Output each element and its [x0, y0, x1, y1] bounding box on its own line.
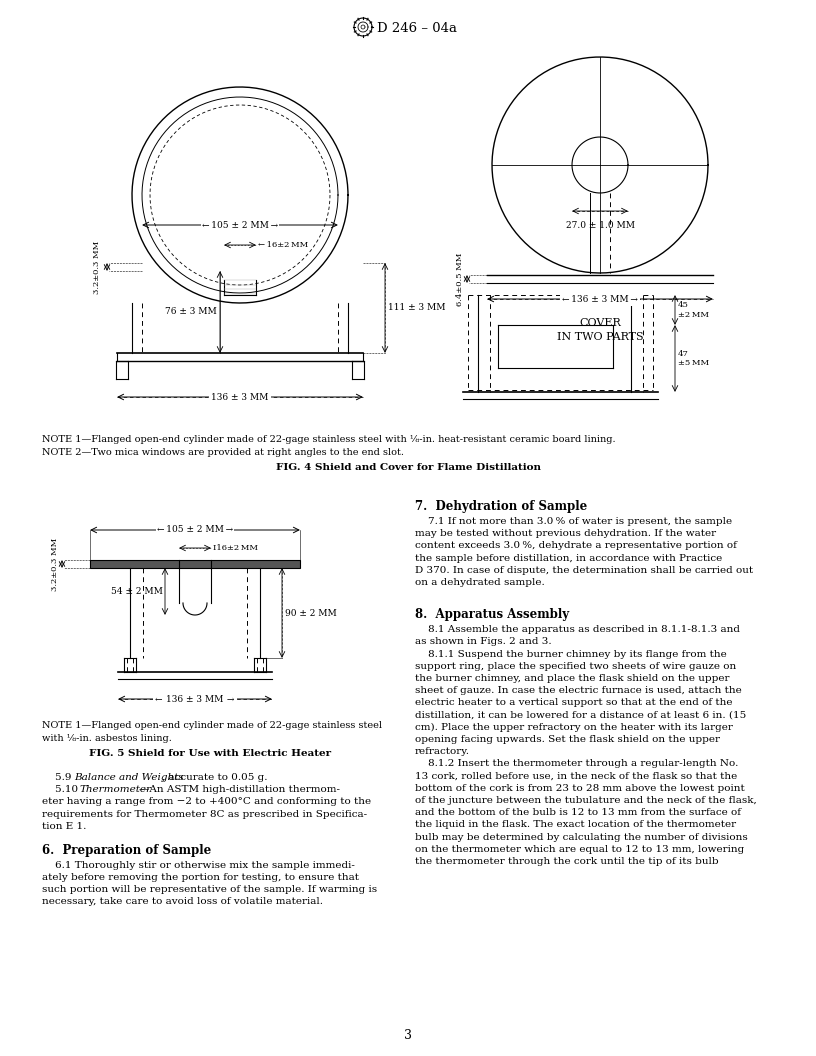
Text: 45
±2 MM: 45 ±2 MM — [678, 301, 709, 319]
Text: bottom of the cork is from 23 to 28 mm above the lowest point: bottom of the cork is from 23 to 28 mm a… — [415, 784, 745, 793]
Text: —An ASTM high-distillation thermom-: —An ASTM high-distillation thermom- — [139, 786, 340, 794]
Text: and the bottom of the bulb is 12 to 13 mm from the surface of: and the bottom of the bulb is 12 to 13 m… — [415, 808, 741, 817]
Text: 7.  Dehydration of Sample: 7. Dehydration of Sample — [415, 499, 588, 513]
Text: 5.10: 5.10 — [42, 786, 82, 794]
Text: refractory.: refractory. — [415, 748, 470, 756]
Text: 6.  Preparation of Sample: 6. Preparation of Sample — [42, 844, 211, 856]
Text: 3.2±0.3 MM: 3.2±0.3 MM — [51, 538, 59, 590]
Text: , accurate to 0.05 g.: , accurate to 0.05 g. — [162, 773, 268, 782]
Text: distillation, it can be lowered for a distance of at least 6 in. (15: distillation, it can be lowered for a di… — [415, 711, 747, 719]
Text: cm). Place the upper refractory on the heater with its larger: cm). Place the upper refractory on the h… — [415, 722, 733, 732]
Text: NOTE 1—Flanged open-end cylinder made of 22-gage stainless steel with ⅛-in. heat: NOTE 1—Flanged open-end cylinder made of… — [42, 435, 615, 444]
Text: 6.4±0.5 MM: 6.4±0.5 MM — [456, 252, 464, 305]
Text: support ring, place the specified two sheets of wire gauze on: support ring, place the specified two sh… — [415, 662, 736, 671]
Text: the burner chimney, and place the flask shield on the upper: the burner chimney, and place the flask … — [415, 674, 730, 683]
Text: necessary, take care to avoid loss of volatile material.: necessary, take care to avoid loss of vo… — [42, 898, 323, 906]
Text: 7.1 If not more than 3.0 % of water is present, the sample: 7.1 If not more than 3.0 % of water is p… — [415, 517, 732, 526]
Text: the thermometer through the cork until the tip of its bulb: the thermometer through the cork until t… — [415, 857, 719, 866]
Text: requirements for Thermometer 8C as prescribed in Specifica-: requirements for Thermometer 8C as presc… — [42, 810, 367, 818]
Text: 8.1.2 Insert the thermometer through a regular-length No.: 8.1.2 Insert the thermometer through a r… — [415, 759, 738, 769]
Text: tion E 1.: tion E 1. — [42, 822, 86, 831]
Text: may be tested without previous dehydration. If the water: may be tested without previous dehydrati… — [415, 529, 716, 539]
Text: ← 16±2 MM: ← 16±2 MM — [258, 241, 308, 249]
Text: 13 cork, rolled before use, in the neck of the flask so that the: 13 cork, rolled before use, in the neck … — [415, 772, 737, 780]
Text: on the thermometer which are equal to 12 to 13 mm, lowering: on the thermometer which are equal to 12… — [415, 845, 744, 854]
Text: 5.9: 5.9 — [42, 773, 75, 782]
Text: NOTE 2—Two mica windows are provided at right angles to the end slot.: NOTE 2—Two mica windows are provided at … — [42, 448, 404, 457]
Bar — [90, 560, 300, 568]
Text: on a dehydrated sample.: on a dehydrated sample. — [415, 578, 545, 587]
Text: content exceeds 3.0 %, dehydrate a representative portion of: content exceeds 3.0 %, dehydrate a repre… — [415, 542, 737, 550]
Text: Balance and Weights: Balance and Weights — [74, 773, 184, 782]
Text: 54 ± 2 MM: 54 ± 2 MM — [111, 587, 163, 596]
Text: 6.1 Thoroughly stir or otherwise mix the sample immedi-: 6.1 Thoroughly stir or otherwise mix the… — [42, 861, 355, 870]
Text: such portion will be representative of the sample. If warming is: such portion will be representative of t… — [42, 885, 377, 894]
Text: 3: 3 — [404, 1029, 412, 1042]
Text: FIG. 4 Shield and Cover for Flame Distillation: FIG. 4 Shield and Cover for Flame Distil… — [276, 463, 540, 472]
Text: D 370. In case of dispute, the determination shall be carried out: D 370. In case of dispute, the determina… — [415, 566, 753, 574]
Text: ←  136 ± 3 MM  →: ← 136 ± 3 MM → — [155, 695, 235, 703]
Text: D 246 – 04a: D 246 – 04a — [377, 21, 457, 35]
Text: 8.1.1 Suspend the burner chimney by its flange from the: 8.1.1 Suspend the burner chimney by its … — [415, 649, 727, 659]
Text: with ⅛-in. asbestos lining.: with ⅛-in. asbestos lining. — [42, 734, 172, 743]
Text: ← 105 ± 2 MM →: ← 105 ± 2 MM → — [202, 221, 278, 229]
Text: 76 ± 3 MM: 76 ± 3 MM — [166, 307, 217, 317]
Text: opening facing upwards. Set the flask shield on the upper: opening facing upwards. Set the flask sh… — [415, 735, 720, 744]
Text: the liquid in the flask. The exact location of the thermometer: the liquid in the flask. The exact locat… — [415, 821, 736, 829]
Text: 136 ± 3 MM: 136 ± 3 MM — [211, 393, 268, 401]
Text: the sample before distillation, in accordance with Practice: the sample before distillation, in accor… — [415, 553, 722, 563]
Text: FIG. 5 Shield for Use with Electric Heater: FIG. 5 Shield for Use with Electric Heat… — [89, 749, 331, 758]
Text: 8.  Apparatus Assembly: 8. Apparatus Assembly — [415, 608, 569, 621]
Text: ately before removing the portion for testing, to ensure that: ately before removing the portion for te… — [42, 873, 359, 882]
Text: 3.2±0.3 MM: 3.2±0.3 MM — [93, 241, 101, 294]
Text: ← 105 ± 2 MM →: ← 105 ± 2 MM → — [157, 526, 233, 534]
Text: as shown in Figs. 2 and 3.: as shown in Figs. 2 and 3. — [415, 638, 552, 646]
Text: 111 ± 3 MM: 111 ± 3 MM — [388, 303, 446, 313]
Text: Thermometer: Thermometer — [80, 786, 152, 794]
Text: 47
±5 MM: 47 ±5 MM — [678, 350, 709, 367]
Text: bulb may be determined by calculating the number of divisions: bulb may be determined by calculating th… — [415, 832, 747, 842]
Text: eter having a range from −2 to +400°C and conforming to the: eter having a range from −2 to +400°C an… — [42, 797, 371, 807]
Text: 8.1 Assemble the apparatus as described in 8.1.1-8.1.3 and: 8.1 Assemble the apparatus as described … — [415, 625, 740, 635]
Text: electric heater to a vertical support so that at the end of the: electric heater to a vertical support so… — [415, 698, 733, 708]
Text: 27.0 ± 1.0 MM: 27.0 ± 1.0 MM — [565, 221, 635, 230]
Text: NOTE 1—Flanged open-end cylinder made of 22-gage stainless steel: NOTE 1—Flanged open-end cylinder made of… — [42, 721, 382, 730]
Text: COVER
IN TWO PARTS: COVER IN TWO PARTS — [557, 318, 643, 342]
Text: 90 ± 2 MM: 90 ± 2 MM — [285, 608, 337, 618]
Text: of the juncture between the tubulature and the neck of the flask,: of the juncture between the tubulature a… — [415, 796, 756, 805]
Text: Ⅰ16±2 MM: Ⅰ16±2 MM — [213, 544, 258, 552]
Text: sheet of gauze. In case the electric furnace is used, attach the: sheet of gauze. In case the electric fur… — [415, 686, 742, 695]
Text: ← 136 ± 3 MM →: ← 136 ± 3 MM → — [562, 295, 638, 303]
